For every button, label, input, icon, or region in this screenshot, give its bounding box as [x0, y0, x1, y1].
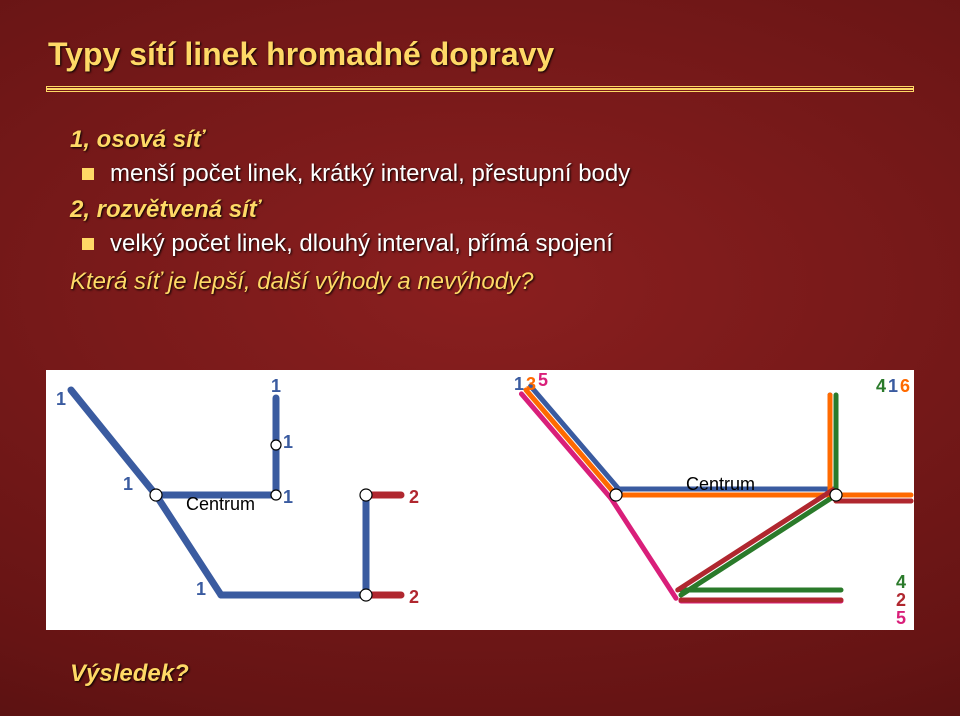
svg-text:1: 1 — [283, 432, 293, 452]
content-block: 1, osová síť menší počet linek, krátký i… — [70, 120, 890, 296]
diagram-area: 11111122CentrumCentrum135416632425 — [46, 370, 914, 630]
bullet-icon — [82, 168, 94, 180]
svg-text:1: 1 — [123, 474, 133, 494]
svg-text:4: 4 — [896, 572, 906, 592]
svg-text:1: 1 — [196, 579, 206, 599]
svg-text:2: 2 — [896, 590, 906, 610]
page-title: Typy sítí linek hromadné dopravy — [48, 36, 554, 73]
section1-heading: 1, osová síť — [70, 126, 890, 154]
svg-text:Centrum: Centrum — [186, 494, 255, 514]
bullet-icon — [82, 238, 94, 250]
svg-text:6: 6 — [900, 376, 910, 396]
svg-text:1: 1 — [888, 376, 898, 396]
svg-text:2: 2 — [409, 587, 419, 607]
section1-bullet-text: menší počet linek, krátký interval, přes… — [110, 160, 630, 188]
network-diagrams: 11111122CentrumCentrum135416632425 — [46, 370, 914, 630]
svg-text:2: 2 — [409, 487, 419, 507]
section2-bullet-text: velký počet linek, dlouhý interval, přím… — [110, 230, 613, 258]
svg-text:3: 3 — [526, 374, 536, 394]
svg-text:1: 1 — [514, 374, 524, 394]
section2-bullet: velký počet linek, dlouhý interval, přím… — [82, 230, 890, 258]
svg-text:1: 1 — [56, 389, 66, 409]
svg-text:1: 1 — [271, 376, 281, 396]
svg-text:5: 5 — [538, 370, 548, 390]
svg-text:Centrum: Centrum — [686, 474, 755, 494]
svg-text:5: 5 — [896, 608, 906, 628]
section1-bullet: menší počet linek, krátký interval, přes… — [82, 160, 890, 188]
result-text: Výsledek? — [70, 660, 189, 688]
svg-text:1: 1 — [283, 487, 293, 507]
svg-text:4: 4 — [876, 376, 886, 396]
section2-heading: 2, rozvětvená síť — [70, 196, 890, 224]
title-rule — [46, 86, 914, 92]
question-text: Která síť je lepší, další výhody a nevýh… — [70, 268, 890, 296]
